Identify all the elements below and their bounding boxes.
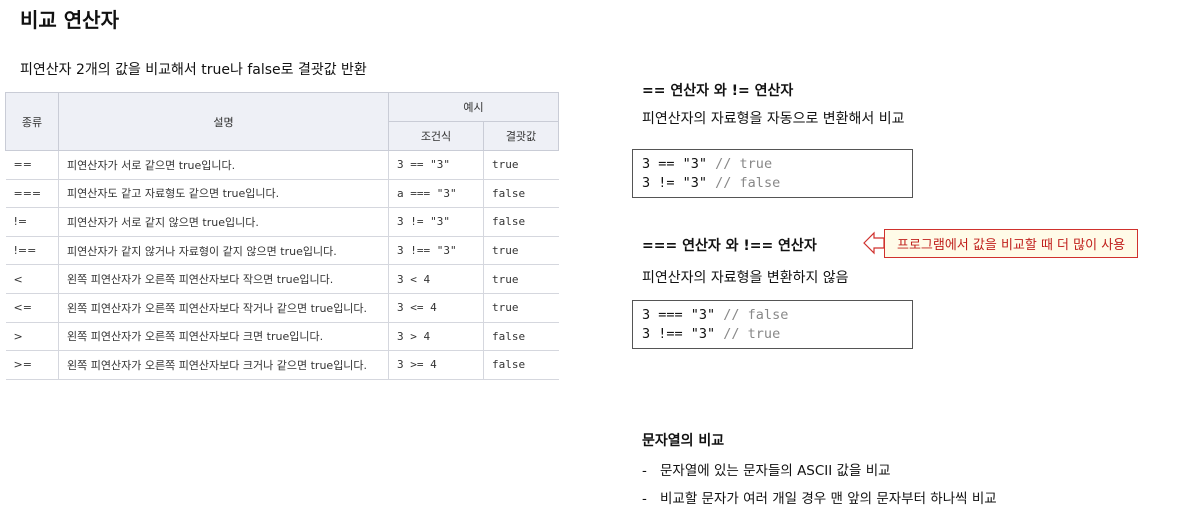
table-cell: 3 <= 4: [388, 293, 484, 323]
code-line: 3 === "3" // false: [642, 306, 912, 325]
table-cell: true: [483, 264, 559, 294]
table-cell: ==: [5, 150, 59, 180]
table-cell: 왼쪽 피연산자가 오른쪽 피연산자보다 크거나 같으면 true입니다.: [58, 350, 389, 380]
table-cell: false: [483, 179, 559, 209]
table-cell: 피연산자가 같지 않거나 자료형이 같지 않으면 true입니다.: [58, 236, 389, 266]
code-comment: // true: [715, 156, 773, 172]
table-cell: <: [5, 264, 59, 294]
section-heading: == 연산자 와 != 연산자: [642, 83, 794, 99]
table-cell: 피연산자가 서로 같으면 true입니다.: [58, 150, 389, 180]
code-text: 3 != "3": [642, 175, 708, 191]
table-cell: 3 < 4: [388, 264, 484, 294]
table-cell: 왼쪽 피연산자가 오른쪽 피연산자보다 크면 true입니다.: [58, 322, 389, 352]
table-cell: false: [483, 350, 559, 380]
bullet-item: 문자열에 있는 문자들의 ASCII 값을 비교: [642, 459, 891, 479]
section-heading: 문자열의 비교: [642, 433, 725, 449]
table-cell: 3 !== "3": [388, 236, 484, 266]
bullet-item: 비교할 문자가 여러 개일 경우 맨 앞의 문자부터 하나씩 비교: [642, 487, 997, 507]
table-cell: false: [483, 322, 559, 352]
header-cell: 예시: [388, 92, 559, 122]
header-cell: 결괏값: [483, 121, 559, 151]
table-row: <= 왼쪽 피연산자가 오른쪽 피연산자보다 작거나 같으면 true입니다. 3 …: [5, 293, 559, 323]
table-row: < 왼쪽 피연산자가 오른쪽 피연산자보다 작으면 true입니다. 3 < 4 tr…: [5, 264, 559, 294]
table-cell: true: [483, 293, 559, 323]
table-cell: 3 >= 4: [388, 350, 484, 380]
table-cell: 3 > 4: [388, 322, 484, 352]
table-cell: >=: [5, 350, 59, 380]
table-cell: false: [483, 207, 559, 237]
code-text: 3 == "3": [642, 156, 708, 172]
operator-table: 종류 설명 예시 조건식 결괏값 == 피연산자가 서로 같으면 true입니다.…: [5, 92, 559, 380]
table-row: > 왼쪽 피연산자가 오른쪽 피연산자보다 크면 true입니다. 3 > 4 fal…: [5, 322, 559, 352]
callout-arrow: [863, 231, 885, 255]
table-cell: <=: [5, 293, 59, 323]
table-cell: !=: [5, 207, 59, 237]
table-row: === 피연산자도 같고 자료형도 같으면 true입니다. a === "3" fa…: [5, 179, 559, 209]
section-description: 피연산자의 자료형을 변환하지 않음: [642, 270, 849, 286]
table-cell: 왼쪽 피연산자가 오른쪽 피연산자보다 작으면 true입니다.: [58, 264, 389, 294]
table-cell: >: [5, 322, 59, 352]
code-text: 3 !== "3": [642, 326, 716, 342]
table-cell: true: [483, 236, 559, 266]
title: 비교 연산자: [20, 8, 119, 32]
table-row: !== 피연산자가 같지 않거나 자료형이 같지 않으면 true입니다. 3 !=…: [5, 236, 559, 266]
table-row: != 피연산자가 서로 같지 않으면 true입니다. 3 != "3" false: [5, 207, 559, 237]
table-cell: 3 != "3": [388, 207, 484, 237]
table-cell: !==: [5, 236, 59, 266]
table-cell: 3 == "3": [388, 150, 484, 180]
code-line: 3 !== "3" // true: [642, 325, 912, 344]
table-cell: a === "3": [388, 179, 484, 209]
code-box: 3 == "3" // true 3 != "3" // false: [632, 149, 913, 198]
table-cell: 피연산자가 서로 같지 않으면 true입니다.: [58, 207, 389, 237]
table-cell: 피연산자도 같고 자료형도 같으면 true입니다.: [58, 179, 389, 209]
table-cell: ===: [5, 179, 59, 209]
subtitle: 피연산자 2개의 값을 비교해서 true나 false로 결괏값 반환: [20, 62, 367, 78]
callout: 프로그램에서 값을 비교할 때 더 많이 사용: [884, 229, 1139, 258]
code-comment: // false: [715, 175, 781, 191]
section-heading: === 연산자 와 !== 연산자: [642, 238, 817, 254]
code-line: 3 != "3" // false: [642, 174, 912, 193]
code-box: 3 === "3" // false 3 !== "3" // true: [632, 300, 913, 349]
header-cell: 조건식: [388, 121, 484, 151]
table-cell: true: [483, 150, 559, 180]
header-cell: 설명: [58, 92, 389, 151]
table-row: == 피연산자가 서로 같으면 true입니다. 3 == "3" true: [5, 150, 559, 180]
code-text: 3 === "3": [642, 307, 716, 323]
code-comment: // false: [723, 307, 789, 323]
section-description: 피연산자의 자료형을 자동으로 변환해서 비교: [642, 111, 905, 127]
code-line: 3 == "3" // true: [642, 155, 912, 174]
table-row: >= 왼쪽 피연산자가 오른쪽 피연산자보다 크거나 같으면 true입니다. 3 …: [5, 350, 559, 380]
header-cell: 종류: [5, 92, 59, 151]
code-comment: // true: [723, 326, 781, 342]
table-cell: 왼쪽 피연산자가 오른쪽 피연산자보다 작거나 같으면 true입니다.: [58, 293, 389, 323]
